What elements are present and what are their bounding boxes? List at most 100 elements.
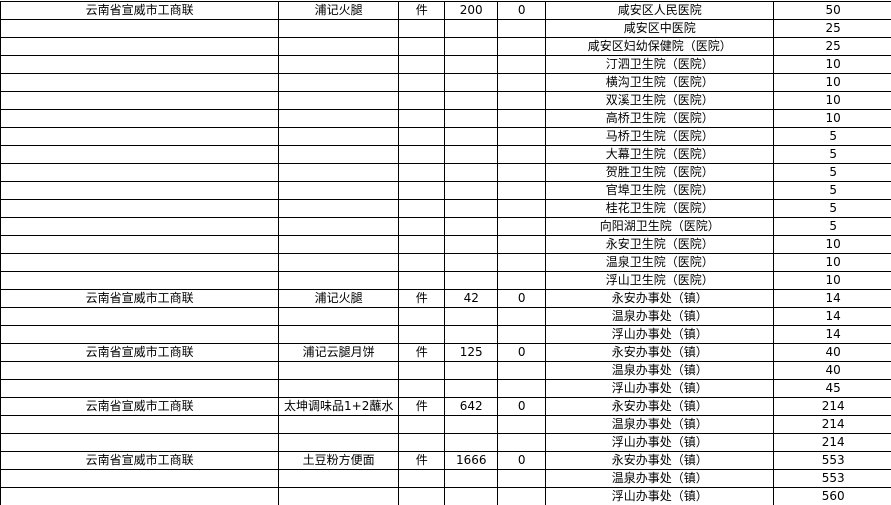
cell-item-name[interactable] — [278, 73, 400, 92]
cell-donor-org[interactable] — [0, 307, 280, 326]
cell-item-name[interactable] — [278, 469, 400, 488]
cell-item-name[interactable] — [278, 199, 400, 218]
cell-donor-org[interactable] — [0, 127, 280, 146]
cell-quantity[interactable] — [444, 361, 499, 380]
cell-unit[interactable] — [398, 325, 446, 344]
cell-allocated-amount[interactable]: 10 — [773, 235, 891, 254]
cell-zero-value[interactable] — [497, 127, 547, 146]
cell-item-name[interactable]: 浦记火腿 — [278, 289, 400, 308]
cell-donor-org[interactable] — [0, 109, 280, 128]
cell-quantity[interactable] — [444, 37, 499, 56]
cell-item-name[interactable] — [278, 19, 400, 38]
cell-allocated-amount[interactable]: 14 — [773, 325, 891, 344]
cell-item-name[interactable] — [278, 55, 400, 74]
cell-allocated-amount[interactable]: 10 — [773, 91, 891, 110]
cell-unit[interactable] — [398, 379, 446, 398]
cell-donor-org[interactable]: 云南省宣威市工商联 — [0, 289, 280, 308]
cell-zero-value[interactable] — [497, 325, 547, 344]
cell-item-name[interactable] — [278, 325, 400, 344]
cell-allocated-amount[interactable]: 10 — [773, 271, 891, 290]
cell-unit[interactable] — [398, 307, 446, 326]
cell-allocated-amount[interactable]: 40 — [773, 361, 891, 380]
cell-unit[interactable] — [398, 469, 446, 488]
cell-zero-value[interactable] — [497, 361, 547, 380]
cell-zero-value[interactable] — [497, 487, 547, 505]
cell-recipient[interactable]: 马桥卫生院（医院） — [545, 127, 775, 146]
cell-quantity[interactable]: 1666 — [444, 451, 499, 470]
cell-item-name[interactable] — [278, 379, 400, 398]
cell-zero-value[interactable] — [497, 433, 547, 452]
cell-allocated-amount[interactable]: 25 — [773, 19, 891, 38]
cell-unit[interactable]: 件 — [398, 1, 446, 20]
cell-allocated-amount[interactable]: 5 — [773, 181, 891, 200]
cell-donor-org[interactable] — [0, 37, 280, 56]
cell-quantity[interactable] — [444, 217, 499, 236]
cell-quantity[interactable]: 42 — [444, 289, 499, 308]
cell-quantity[interactable] — [444, 199, 499, 218]
cell-unit[interactable] — [398, 181, 446, 200]
cell-recipient[interactable]: 咸安区中医院 — [545, 19, 775, 38]
cell-item-name[interactable] — [278, 361, 400, 380]
cell-donor-org[interactable] — [0, 73, 280, 92]
cell-donor-org[interactable] — [0, 145, 280, 164]
cell-item-name[interactable] — [278, 487, 400, 505]
cell-donor-org[interactable] — [0, 163, 280, 182]
cell-zero-value[interactable] — [497, 73, 547, 92]
cell-quantity[interactable] — [444, 127, 499, 146]
cell-zero-value[interactable] — [497, 307, 547, 326]
cell-allocated-amount[interactable]: 25 — [773, 37, 891, 56]
cell-item-name[interactable] — [278, 433, 400, 452]
cell-unit[interactable] — [398, 127, 446, 146]
cell-quantity[interactable] — [444, 163, 499, 182]
cell-donor-org[interactable]: 云南省宣威市工商联 — [0, 397, 280, 416]
cell-item-name[interactable] — [278, 181, 400, 200]
cell-zero-value[interactable]: 0 — [497, 397, 547, 416]
cell-unit[interactable] — [398, 415, 446, 434]
cell-recipient[interactable]: 咸安区妇幼保健院（医院） — [545, 37, 775, 56]
cell-recipient[interactable]: 永安办事处（镇） — [545, 289, 775, 308]
cell-zero-value[interactable]: 0 — [497, 1, 547, 20]
cell-allocated-amount[interactable]: 214 — [773, 415, 891, 434]
cell-recipient[interactable]: 永安办事处（镇） — [545, 451, 775, 470]
cell-item-name[interactable] — [278, 145, 400, 164]
cell-donor-org[interactable] — [0, 19, 280, 38]
cell-item-name[interactable]: 浦记云腿月饼 — [278, 343, 400, 362]
cell-recipient[interactable]: 温泉办事处（镇） — [545, 361, 775, 380]
cell-zero-value[interactable]: 0 — [497, 343, 547, 362]
cell-quantity[interactable] — [444, 469, 499, 488]
cell-unit[interactable] — [398, 91, 446, 110]
cell-item-name[interactable] — [278, 127, 400, 146]
cell-quantity[interactable] — [444, 253, 499, 272]
cell-unit[interactable] — [398, 199, 446, 218]
cell-zero-value[interactable] — [497, 109, 547, 128]
cell-unit[interactable] — [398, 361, 446, 380]
cell-quantity[interactable] — [444, 55, 499, 74]
cell-recipient[interactable]: 浮山办事处（镇） — [545, 487, 775, 505]
cell-allocated-amount[interactable]: 5 — [773, 127, 891, 146]
cell-quantity[interactable] — [444, 487, 499, 505]
cell-quantity[interactable] — [444, 19, 499, 38]
cell-recipient[interactable]: 桂花卫生院（医院） — [545, 199, 775, 218]
cell-allocated-amount[interactable]: 50 — [773, 1, 891, 20]
cell-allocated-amount[interactable]: 14 — [773, 307, 891, 326]
cell-zero-value[interactable] — [497, 181, 547, 200]
cell-item-name[interactable] — [278, 37, 400, 56]
cell-allocated-amount[interactable]: 5 — [773, 199, 891, 218]
cell-quantity[interactable] — [444, 415, 499, 434]
cell-donor-org[interactable] — [0, 271, 280, 290]
cell-donor-org[interactable] — [0, 415, 280, 434]
cell-recipient[interactable]: 温泉办事处（镇） — [545, 415, 775, 434]
cell-zero-value[interactable] — [497, 469, 547, 488]
cell-allocated-amount[interactable]: 553 — [773, 451, 891, 470]
cell-unit[interactable] — [398, 433, 446, 452]
cell-allocated-amount[interactable]: 214 — [773, 397, 891, 416]
cell-item-name[interactable] — [278, 271, 400, 290]
cell-recipient[interactable]: 咸安区人民医院 — [545, 1, 775, 20]
cell-allocated-amount[interactable]: 14 — [773, 289, 891, 308]
cell-donor-org[interactable] — [0, 379, 280, 398]
cell-donor-org[interactable] — [0, 361, 280, 380]
cell-unit[interactable] — [398, 271, 446, 290]
cell-unit[interactable]: 件 — [398, 343, 446, 362]
cell-donor-org[interactable] — [0, 55, 280, 74]
cell-donor-org[interactable] — [0, 181, 280, 200]
